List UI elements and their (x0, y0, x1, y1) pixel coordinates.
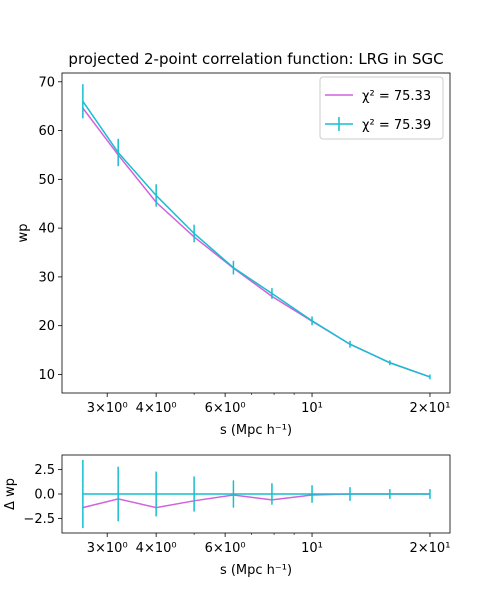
y-tick-label: 50 (38, 173, 55, 188)
legend-label-series-1: χ² = 75.33 (362, 89, 431, 104)
chart-title: projected 2-point correlation function: … (68, 50, 443, 68)
legend: χ² = 75.33 χ² = 75.39 (319, 76, 444, 140)
y-tick-label: 60 (38, 124, 55, 139)
x-tick-label: 2×10¹ (410, 541, 451, 556)
x-axis-label: s (Mpc h⁻¹) (220, 423, 292, 438)
axes-frame (61, 454, 451, 534)
series-line-1 (82, 107, 431, 378)
series-line-1 (82, 493, 430, 509)
y-tick-label: 40 (38, 222, 55, 237)
y-tick-label: 10 (38, 368, 55, 383)
main-plot-panel: 3×10⁰ 4×10⁰ 6×10⁰ 10¹ 2×10¹ 10 20 30 40 50 60 70 s (… (16, 72, 451, 438)
residual-plot-panel: 3×10⁰ 4×10⁰ 6×10⁰ 10¹ 2×10¹ −2.5 0.0 2.5 s (Mpc … (3, 454, 451, 578)
series-line-2 (82, 100, 431, 378)
y-axis-label: wp (16, 224, 31, 243)
axes-frame (61, 72, 451, 394)
y-tick-label: −2.5 (23, 512, 55, 527)
x-tick-label: 2×10¹ (410, 401, 451, 416)
y-tick-label: 70 (38, 75, 55, 90)
y-axis-label: Δ wp (3, 478, 18, 510)
y-tick-label: 20 (38, 319, 55, 334)
x-tick-label: 10¹ (301, 401, 323, 416)
x-tick-label: 6×10⁰ (205, 401, 246, 416)
x-tick-label: 10¹ (301, 541, 323, 556)
x-tick-label: 3×10⁰ (87, 401, 128, 416)
y-tick-label: 30 (38, 270, 55, 285)
y-tick-label: 0.0 (34, 488, 55, 503)
y-tick-label: 2.5 (34, 463, 55, 478)
x-tick-label: 4×10⁰ (136, 401, 177, 416)
x-axis-label: s (Mpc h⁻¹) (220, 563, 292, 578)
legend-label-series-2: χ² = 75.39 (362, 118, 431, 133)
x-tick-label: 3×10⁰ (87, 541, 128, 556)
x-tick-label: 6×10⁰ (205, 541, 246, 556)
x-tick-label: 4×10⁰ (136, 541, 177, 556)
